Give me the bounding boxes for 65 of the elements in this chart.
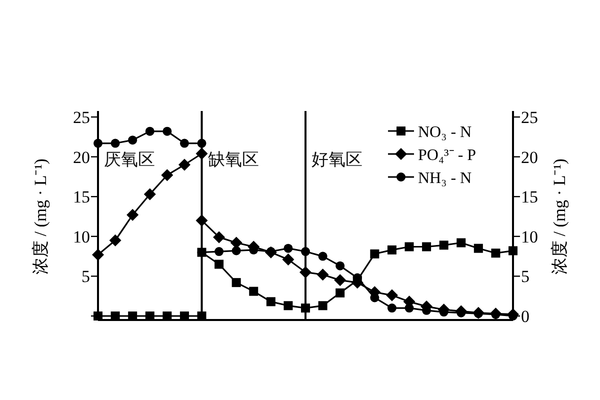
y-tick-label: 20 [73, 148, 90, 167]
point [456, 238, 466, 248]
point [144, 188, 156, 200]
point [249, 286, 258, 296]
point [300, 266, 312, 278]
point [128, 136, 138, 145]
point [180, 138, 189, 148]
point [92, 248, 104, 261]
point [232, 246, 241, 256]
point [316, 268, 329, 281]
y-axis-title: 浓度 / (mg · L⁻¹) [31, 158, 50, 274]
y2-tick-label: 15 [521, 188, 538, 207]
point [301, 247, 310, 256]
y2-tick-label: 25 [521, 108, 538, 127]
point [386, 289, 398, 302]
point [197, 138, 206, 148]
point [94, 312, 102, 320]
point [109, 234, 122, 246]
point [282, 253, 294, 266]
point [266, 297, 276, 306]
point [334, 274, 346, 286]
point [474, 244, 483, 253]
point [439, 240, 448, 250]
y2-tick-label: 0 [521, 307, 530, 326]
point [214, 260, 224, 269]
y-tick-label: 25 [73, 108, 90, 127]
point [284, 244, 293, 253]
point [284, 301, 293, 310]
legend-label: PO₄³⁻ - P [418, 147, 476, 164]
point [110, 138, 120, 148]
point [161, 169, 174, 182]
point [387, 245, 396, 254]
point [178, 158, 190, 171]
point [301, 304, 310, 313]
y-tick-label: 15 [73, 188, 90, 207]
point [318, 252, 328, 261]
point [213, 231, 226, 244]
y-tick-label: 5 [82, 267, 90, 286]
point [336, 261, 345, 270]
point [491, 248, 500, 258]
y2-tick-label: 20 [521, 148, 538, 167]
legend-label: NH₃ - N [418, 170, 472, 187]
y2-tick-label: 5 [521, 267, 530, 286]
point [145, 126, 154, 136]
point [318, 301, 328, 310]
point [126, 208, 139, 221]
point [508, 246, 518, 256]
point [387, 304, 396, 313]
point [404, 304, 414, 313]
y2-axis-title: 浓度 / (mg · L⁻¹) [550, 158, 569, 274]
y2-tick-label: 10 [521, 227, 538, 246]
y-tick-label: 10 [73, 227, 90, 246]
point [336, 288, 345, 298]
annotation: 缺氧区 [208, 150, 259, 169]
legend-label: NO₃ - N [418, 124, 472, 141]
point [370, 249, 380, 258]
point [404, 242, 414, 252]
point [214, 247, 224, 256]
point [422, 242, 432, 252]
point [162, 126, 172, 136]
point [196, 148, 208, 160]
point [196, 214, 208, 226]
annotation: 好氧区 [312, 150, 362, 169]
point [232, 278, 241, 288]
point [94, 138, 102, 148]
